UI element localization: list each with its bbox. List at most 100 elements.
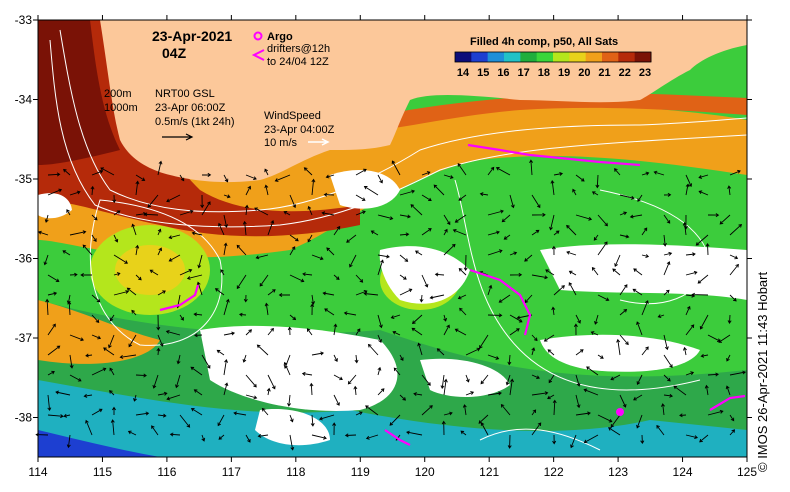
current-arrow <box>487 166 495 176</box>
current-arrow <box>610 374 621 381</box>
current-arrow <box>112 194 117 204</box>
current-arrow <box>663 192 672 197</box>
current-arrow <box>289 194 297 209</box>
current-arrow <box>399 189 416 196</box>
current-arrow <box>390 314 401 320</box>
current-vectors <box>35 159 747 451</box>
current-arrow <box>201 354 211 369</box>
current-arrow <box>151 425 159 436</box>
current-arrow <box>509 328 520 336</box>
current-arrow <box>69 354 74 369</box>
current-arrow <box>421 228 432 236</box>
current-arrow <box>495 167 511 176</box>
current-arrow <box>90 185 95 196</box>
contour-lines <box>49 29 748 451</box>
current-arrow <box>614 254 621 267</box>
current-arrow <box>685 305 691 316</box>
current-arrow <box>443 324 450 336</box>
current-arrow <box>660 403 665 416</box>
current-arrow <box>166 394 181 401</box>
current-arrow <box>552 434 557 445</box>
current-arrow <box>333 374 343 381</box>
current-arrow <box>193 312 203 317</box>
current-arrow <box>267 219 275 236</box>
argo-float <box>616 408 624 416</box>
current-arrow <box>705 242 710 256</box>
current-arrow <box>156 347 161 356</box>
current-arrow <box>619 308 628 316</box>
drifters-legend-label: drifters@12h <box>267 43 330 55</box>
current-arrow <box>377 259 384 276</box>
current-arrow <box>43 254 49 266</box>
current-arrow <box>594 314 599 325</box>
current-arrow <box>679 413 687 418</box>
current-arrow <box>531 194 541 209</box>
current-arrow <box>236 274 247 290</box>
current-arrow <box>699 434 709 443</box>
current-arrow <box>619 194 635 200</box>
current-arrow <box>566 250 577 256</box>
current-arrow <box>267 327 274 336</box>
current-arrow <box>377 254 390 259</box>
current-arrow <box>267 289 276 296</box>
current-arrow <box>575 394 581 409</box>
current-arrow <box>333 394 340 406</box>
current-arrow <box>274 174 291 182</box>
current-arrow <box>505 374 511 386</box>
current-arrow <box>63 413 71 418</box>
current-arrow <box>729 169 741 176</box>
current-arrow <box>593 234 599 241</box>
current-arrow <box>465 374 470 383</box>
colorbar-tick-label: 16 <box>497 67 509 79</box>
current-arrow <box>245 174 257 181</box>
current-arrow <box>264 184 269 196</box>
current-arrow <box>126 287 137 296</box>
current-arrow <box>443 411 453 416</box>
colorbar-tick-label: 17 <box>518 67 530 79</box>
current-arrow <box>641 254 650 259</box>
colorbar-swatch <box>585 52 603 62</box>
colorbar-swatch <box>553 52 570 62</box>
current-arrow <box>487 230 500 236</box>
current-arrow <box>685 183 690 196</box>
current-arrow <box>548 374 555 384</box>
current-arrow <box>47 274 60 283</box>
current-arrow <box>524 294 533 304</box>
current-arrow <box>193 389 203 396</box>
colorbar-swatch <box>618 52 636 62</box>
current-arrow <box>547 394 555 400</box>
current-arrow <box>399 232 410 237</box>
current-arrow <box>223 194 231 199</box>
current-arrow <box>663 393 674 398</box>
current-arrow <box>597 214 608 227</box>
current-arrow <box>113 234 119 243</box>
current-arrow <box>287 394 292 407</box>
current-arrow <box>127 430 137 436</box>
current-arrow <box>417 342 423 356</box>
current-arrow <box>729 224 743 236</box>
current-arrow <box>377 174 383 184</box>
current-arrow <box>487 313 503 318</box>
current-arrow <box>463 254 468 272</box>
current-arrow <box>355 274 364 283</box>
current-arrow <box>636 321 643 336</box>
current-arrow <box>663 374 671 382</box>
current-arrow <box>641 300 649 316</box>
current-arrow <box>619 284 628 296</box>
current-arrow <box>487 249 503 256</box>
current-arrow <box>347 374 357 385</box>
current-arrow <box>411 314 423 325</box>
current-arrow <box>47 345 61 356</box>
current-arrow <box>311 294 316 305</box>
current-arrow <box>289 234 299 242</box>
current-arrow <box>509 194 515 209</box>
current-arrow <box>307 234 313 243</box>
current-arrow <box>487 209 504 216</box>
current-arrow <box>553 285 565 296</box>
current-arrow <box>168 234 181 240</box>
current-arrow <box>157 334 164 347</box>
current-arrow <box>143 212 159 217</box>
current-arrow <box>479 334 489 349</box>
current-arrow <box>726 354 731 362</box>
